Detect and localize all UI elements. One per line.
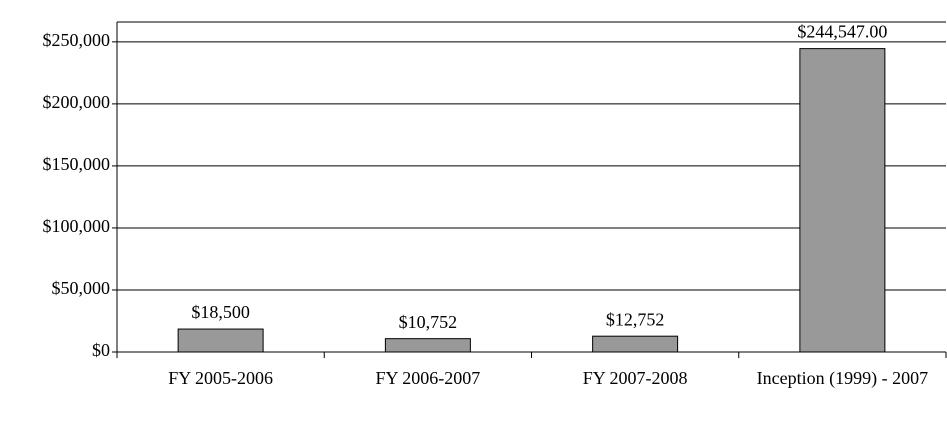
y-tick-label: $200,000	[43, 92, 111, 112]
y-tick-label: $0	[92, 340, 110, 360]
y-tick-label: $50,000	[52, 278, 111, 298]
x-tick-label: FY 2005-2006	[168, 368, 274, 388]
bar	[799, 48, 886, 353]
bar	[384, 338, 471, 353]
x-tick-label: Inception (1999) - 2007	[756, 368, 929, 388]
data-label: $12,752	[606, 309, 665, 329]
data-label: $10,752	[399, 312, 458, 332]
y-tick-label: $150,000	[43, 154, 111, 174]
y-tick-label: $100,000	[43, 216, 111, 236]
data-label: $244,547.00	[797, 22, 887, 42]
bar	[177, 328, 264, 353]
data-label: $18,500	[191, 302, 250, 322]
x-tick-label: FY 2007-2008	[582, 368, 688, 388]
bar	[592, 335, 679, 353]
x-tick-label: FY 2006-2007	[375, 368, 481, 388]
y-tick-label: $250,000	[43, 30, 111, 50]
